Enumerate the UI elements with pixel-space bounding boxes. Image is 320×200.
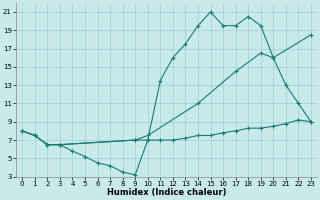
X-axis label: Humidex (Indice chaleur): Humidex (Indice chaleur) [107,188,226,197]
